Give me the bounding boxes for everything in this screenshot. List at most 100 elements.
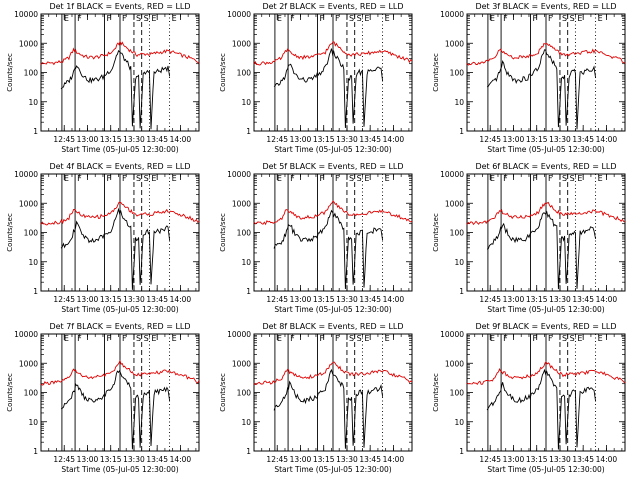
panel-title: Det 4f BLACK = Events, RED = LLD xyxy=(49,162,190,171)
y-tick-label: 1 xyxy=(33,127,38,136)
events-series-line xyxy=(486,210,597,290)
x-tick-label: 13:00 xyxy=(290,455,312,464)
detector-panel-6: Det 6f BLACK = Events, RED = LLD 1 10 100 10… xyxy=(432,162,626,314)
x-axis-label: Start Time (05-Jul-05 12:30:00) xyxy=(487,305,604,314)
time-marker-label: E xyxy=(577,174,582,183)
y-tick-label: 1000 xyxy=(445,39,464,48)
time-marker-label: F xyxy=(290,174,295,183)
time-marker-label: S xyxy=(570,334,575,343)
time-marker-label: F xyxy=(122,14,127,23)
x-tick-label: 13:30 xyxy=(336,135,358,144)
y-tick-label: 10 xyxy=(28,98,38,107)
x-axis-label: Start Time (05-Jul-05 12:30:00) xyxy=(274,465,391,474)
detector-panel-7: Det 7f BLACK = Events, RED = LLD 1 10 100 10… xyxy=(6,322,200,474)
time-marker-label: E xyxy=(385,334,390,343)
detector-panel-2: Det 2f BLACK = Events, RED = LLD 1 10 100 10… xyxy=(219,2,413,154)
x-tick-label: 14:00 xyxy=(383,135,405,144)
time-marker-label: E xyxy=(172,334,177,343)
time-marker-label: F xyxy=(122,174,127,183)
y-tick-label: 10 xyxy=(241,258,251,267)
x-tick-label: 13:30 xyxy=(336,295,358,304)
x-tick-label: 13:30 xyxy=(336,455,358,464)
lld-series-line xyxy=(466,361,626,386)
time-marker-label: E xyxy=(151,14,156,23)
time-marker-label: S xyxy=(357,14,362,23)
x-tick-label: 13:15 xyxy=(313,455,335,464)
y-tick-label: 100 xyxy=(450,229,465,238)
lld-series-line xyxy=(253,41,413,66)
time-marker-label: S xyxy=(562,174,567,183)
x-tick-label: 12:45 xyxy=(266,135,288,144)
y-tick-label: 100 xyxy=(450,69,465,78)
time-marker-label: F xyxy=(548,174,553,183)
detector-panel-5: Det 5f BLACK = Events, RED = LLD 1 10 100 10… xyxy=(219,162,413,314)
time-marker-label: S xyxy=(562,334,567,343)
time-marker-label: E xyxy=(172,174,177,183)
x-tick-label: 13:00 xyxy=(77,135,99,144)
detector-panel-9: Det 9f BLACK = Events, RED = LLD 1 10 100 10… xyxy=(432,322,626,474)
x-tick-label: 13:15 xyxy=(313,295,335,304)
y-tick-label: 1 xyxy=(33,287,38,296)
y-tick-label: 10000 xyxy=(440,330,464,339)
time-marker-label: S xyxy=(349,174,354,183)
time-marker-label: E xyxy=(490,334,495,343)
time-marker-label: F xyxy=(320,334,325,343)
events-series-line xyxy=(486,49,597,130)
events-series-line xyxy=(60,207,171,290)
y-tick-label: 10 xyxy=(454,98,464,107)
lld-series-line xyxy=(40,201,200,226)
y-tick-label: 1000 xyxy=(232,39,251,48)
time-marker-label: S xyxy=(144,14,149,23)
x-tick-label: 13:15 xyxy=(526,295,548,304)
x-tick-label: 13:45 xyxy=(146,455,168,464)
time-marker-label: E xyxy=(598,174,603,183)
time-marker-label: F xyxy=(77,14,82,23)
x-axis-label: Start Time (05-Jul-05 12:30:00) xyxy=(61,465,178,474)
y-tick-label: 10000 xyxy=(227,170,251,179)
time-marker-label: E xyxy=(151,334,156,343)
x-tick-label: 13:15 xyxy=(100,455,122,464)
detector-panel-8: Det 8f BLACK = Events, RED = LLD 1 10 100 10… xyxy=(219,322,413,474)
y-tick-label: 100 xyxy=(24,229,39,238)
y-axis-label: Counts/sec xyxy=(219,373,227,412)
time-marker-label: E xyxy=(277,334,282,343)
time-marker-label: S xyxy=(562,14,567,23)
time-marker-label: E xyxy=(598,334,603,343)
events-series-line xyxy=(486,368,597,450)
lld-series-line xyxy=(466,201,626,226)
time-marker-label: E xyxy=(172,14,177,23)
x-tick-label: 13:45 xyxy=(572,295,594,304)
y-tick-label: 1 xyxy=(33,447,38,456)
time-marker-label: S xyxy=(136,174,141,183)
x-tick-label: 13:45 xyxy=(359,455,381,464)
detector-panel-3: Det 3f BLACK = Events, RED = LLD 1 10 100 10… xyxy=(432,2,626,154)
time-marker-label: S xyxy=(349,14,354,23)
x-tick-label: 13:00 xyxy=(503,455,525,464)
time-marker-label: F xyxy=(503,14,508,23)
time-marker-label: F xyxy=(533,14,538,23)
x-tick-label: 13:30 xyxy=(123,135,145,144)
y-axis-label: Counts/sec xyxy=(6,213,14,252)
detector-panel-1: Det 1f BLACK = Events, RED = LLD 1 10 100 10… xyxy=(6,2,200,154)
time-marker-label: F xyxy=(335,334,340,343)
y-tick-label: 1 xyxy=(246,287,251,296)
x-tick-label: 14:00 xyxy=(596,295,618,304)
x-axis-label: Start Time (05-Jul-05 12:30:00) xyxy=(61,145,178,154)
time-marker-label: F xyxy=(107,14,112,23)
y-axis-label: Counts/sec xyxy=(6,53,14,92)
time-marker-label: E xyxy=(490,174,495,183)
x-tick-label: 13:30 xyxy=(123,455,145,464)
time-marker-label: F xyxy=(290,14,295,23)
x-tick-label: 12:45 xyxy=(479,135,501,144)
time-marker-label: S xyxy=(570,174,575,183)
time-marker-label: E xyxy=(490,14,495,23)
x-axis-label: Start Time (05-Jul-05 12:30:00) xyxy=(487,145,604,154)
panel-title: Det 6f BLACK = Events, RED = LLD xyxy=(475,162,616,171)
time-marker-label: F xyxy=(548,14,553,23)
time-marker-label: E xyxy=(64,334,69,343)
x-tick-label: 13:30 xyxy=(549,455,571,464)
x-tick-label: 14:00 xyxy=(170,455,192,464)
y-tick-label: 10000 xyxy=(440,10,464,19)
time-marker-label: S xyxy=(136,14,141,23)
